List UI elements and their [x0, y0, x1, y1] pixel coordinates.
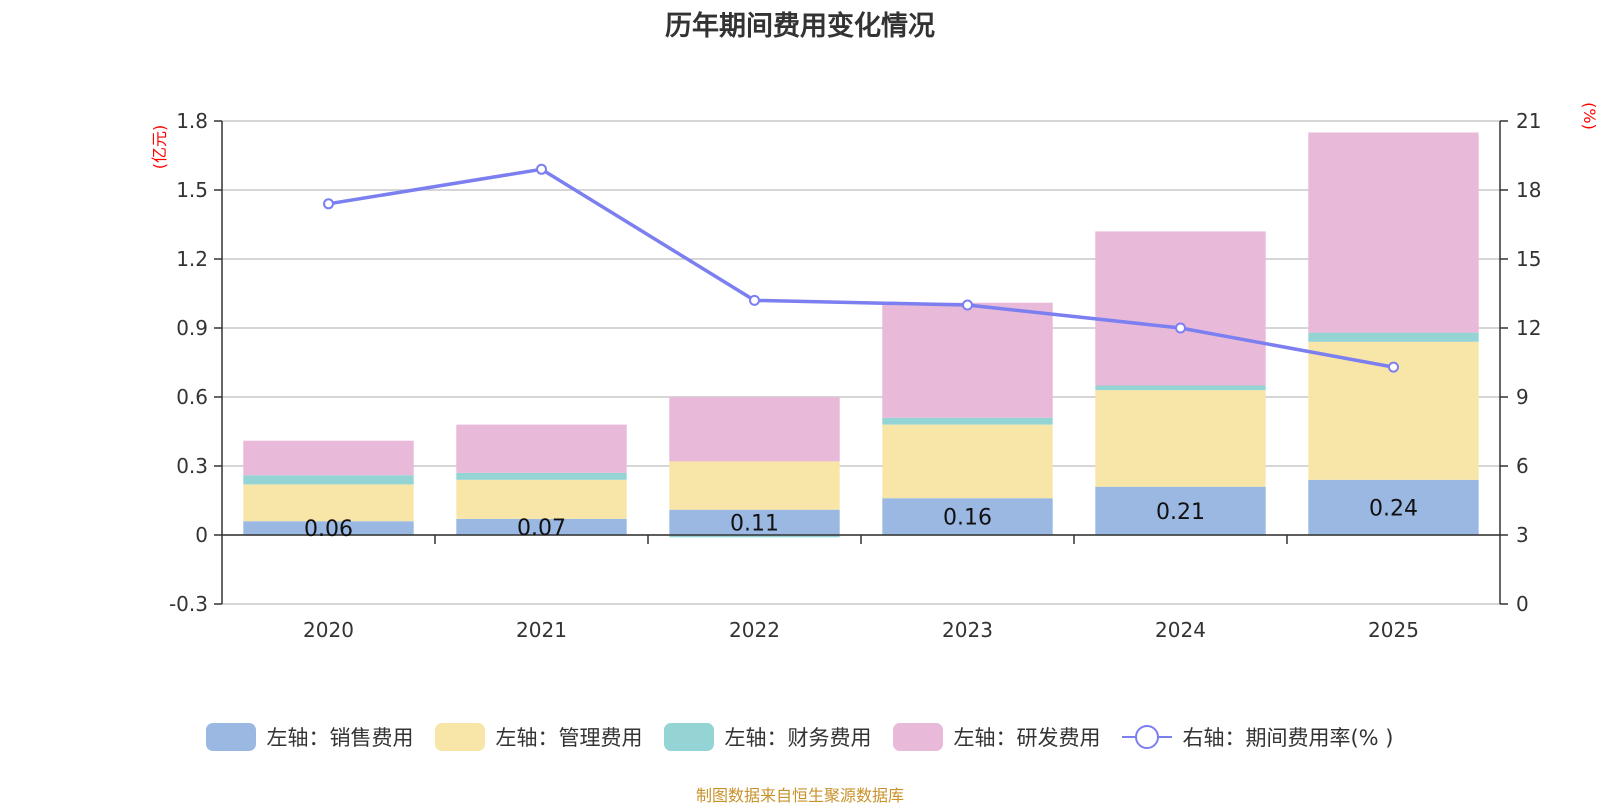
- x-tick-label: 2020: [303, 618, 354, 642]
- rate-point: [1175, 322, 1186, 334]
- x-tick-label: 2021: [516, 618, 567, 642]
- bar-data-label: 0.11: [730, 511, 779, 536]
- bar-segment: [243, 475, 414, 485]
- rate-point: [536, 163, 547, 175]
- bar-segment: [243, 440, 414, 476]
- legend-item[interactable]: 左轴：财务费用: [664, 722, 871, 752]
- x-tick-label: 2023: [942, 618, 993, 642]
- bar-segment: [456, 472, 627, 480]
- bar-data-label: 0.06: [304, 517, 353, 542]
- right-tick-label: 12: [1516, 316, 1541, 340]
- legend-swatch: [435, 723, 486, 751]
- legend-swatch: [664, 723, 715, 751]
- left-tick-label: 0.3: [176, 454, 208, 478]
- rate-point: [749, 294, 760, 306]
- x-tick-label: 2024: [1155, 618, 1206, 642]
- bar-segment: [456, 424, 627, 473]
- right-tick-label: 3: [1516, 523, 1529, 547]
- bar-data-label: 0.07: [517, 516, 566, 541]
- legend: 左轴：销售费用 左轴：管理费用 左轴：财务费用 左轴：研发费用 右轴：期间费用率(% ): [0, 722, 1600, 752]
- rate-line: [328, 167, 1394, 369]
- right-tick-label: 15: [1516, 247, 1541, 271]
- bar-segment: [1095, 486, 1266, 535]
- legend-label: 左轴：管理费用: [495, 726, 643, 750]
- bar-segment: [456, 479, 627, 519]
- bar-segment: [1308, 332, 1479, 342]
- x-tick-label: 2025: [1368, 618, 1419, 642]
- line-series: [323, 163, 1399, 373]
- bar-segment: [669, 535, 840, 538]
- axes: -0.3 0 0.3 0.6 0.9 1.2 1.5 1.8 0 3 6 9 12 15 18 21 2020 2…: [169, 109, 1541, 642]
- legend-label: 左轴：销售费用: [266, 726, 414, 750]
- right-tick-label: 18: [1516, 178, 1541, 202]
- bar-segment: [1308, 132, 1479, 333]
- bar-segment: [882, 417, 1053, 425]
- rate-point: [1388, 361, 1399, 373]
- left-tick-label: 1.2: [176, 247, 208, 271]
- legend-item[interactable]: 左轴：管理费用: [435, 722, 642, 752]
- legend-label: 左轴：财务费用: [724, 726, 872, 750]
- right-tick-label: 6: [1516, 454, 1529, 478]
- bar-segment: [669, 461, 840, 510]
- bar-segment: [882, 302, 1053, 418]
- left-tick-label: -0.3: [169, 592, 208, 616]
- data-labels: 0.06 0.07 0.11 0.16 0.21 0.24: [304, 496, 1418, 542]
- left-tick-label: 1.5: [176, 178, 208, 202]
- bar-data-label: 0.16: [943, 506, 992, 531]
- left-axis-unit: (亿元): [150, 125, 169, 170]
- left-tick-label: 0.9: [176, 316, 208, 340]
- bar-segment: [669, 397, 840, 462]
- legend-item[interactable]: 左轴：研发费用: [893, 722, 1100, 752]
- left-tick-label: 1.8: [176, 109, 208, 133]
- bar-segment: [882, 498, 1053, 535]
- legend-item[interactable]: 右轴：期间费用率(% ): [1122, 722, 1394, 752]
- source-note: 制图数据来自恒生聚源数据库: [695, 786, 904, 805]
- bar-segment: [1095, 385, 1266, 391]
- right-tick-label: 9: [1516, 385, 1529, 409]
- bar-segment: [456, 518, 627, 535]
- legend-label: 左轴：研发费用: [953, 726, 1101, 750]
- right-tick-label: 21: [1516, 109, 1541, 133]
- rate-point: [962, 299, 973, 311]
- bar-segment: [243, 521, 414, 535]
- bar-segment: [882, 424, 1053, 499]
- x-tick-label: 2022: [729, 618, 780, 642]
- bar-data-label: 0.24: [1369, 496, 1418, 521]
- chart-title: 历年期间费用变化情况: [665, 11, 935, 42]
- bar-series: [243, 132, 1479, 538]
- rate-point: [323, 198, 334, 210]
- bar-segment: [243, 484, 414, 522]
- legend-swatch: [206, 723, 257, 751]
- bar-data-label: 0.21: [1156, 500, 1205, 525]
- bar-segment: [1095, 231, 1266, 386]
- legend-item[interactable]: 左轴：销售费用: [206, 722, 413, 752]
- chart-area: -0.3 0 0.3 0.6 0.9 1.2 1.5 1.8 0 3 6 9 12 15 18 21 2020 2…: [150, 102, 1599, 642]
- bar-segment: [669, 509, 840, 535]
- right-tick-label: 0: [1516, 592, 1529, 616]
- bar-segment: [1308, 479, 1479, 535]
- right-axis-unit: (%): [1580, 102, 1599, 130]
- legend-label: 右轴：期间费用率(% ): [1182, 726, 1394, 750]
- legend-swatch: [893, 723, 944, 751]
- left-tick-label: 0: [195, 523, 208, 547]
- legend-line-swatch: [1122, 725, 1173, 749]
- bar-segment: [1095, 390, 1266, 487]
- left-tick-label: 0.6: [176, 385, 208, 409]
